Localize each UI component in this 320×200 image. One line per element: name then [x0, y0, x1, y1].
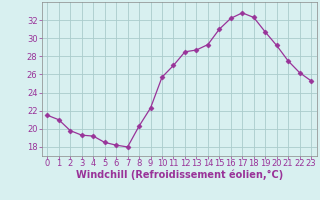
X-axis label: Windchill (Refroidissement éolien,°C): Windchill (Refroidissement éolien,°C): [76, 170, 283, 180]
